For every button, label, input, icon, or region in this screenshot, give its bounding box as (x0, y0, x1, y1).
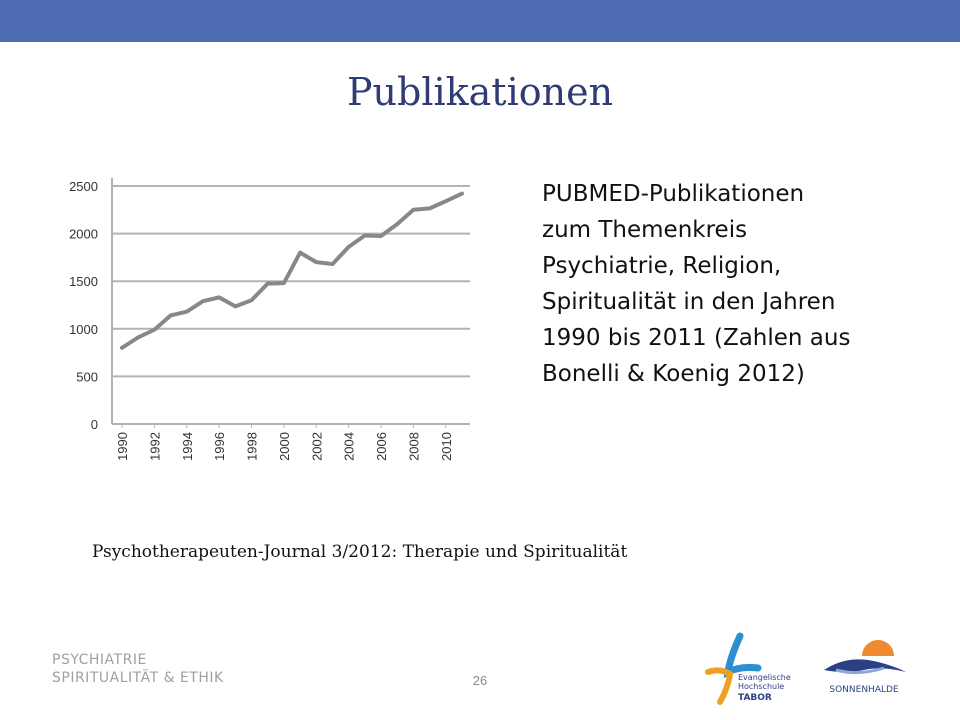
data-point (395, 222, 399, 226)
series-line (120, 191, 464, 350)
footer-brand-line: SPIRITUALITÄT & ETHIK (52, 670, 224, 686)
footer-brand-line: PSYCHIATRIE (52, 652, 147, 668)
chart-description: PUBMED-Publikationen zum Themenkreis Psy… (542, 176, 902, 392)
y-tick-label: 1000 (69, 322, 98, 337)
description-line: Spiritualität in den Jahren (542, 289, 836, 315)
data-point (120, 346, 124, 350)
data-point (330, 262, 335, 266)
description-line: Bonelli & Koenig 2012) (542, 361, 805, 387)
description-line: Psychiatrie, Religion, (542, 253, 782, 279)
sonnenhalde-logo-wave-light (835, 666, 885, 675)
x-tick-label: 1994 (180, 432, 195, 461)
y-tick-label: 500 (76, 369, 98, 384)
data-point (379, 234, 383, 238)
tabor-logo-text: Evangelische (738, 673, 791, 682)
data-point (347, 245, 351, 249)
footer-brand: PSYCHIATRIE SPIRITUALITÄT & ETHIK (52, 651, 224, 687)
data-point (363, 233, 367, 238)
sonnenhalde-logo-sun (862, 640, 894, 656)
x-tick-label: 1992 (147, 432, 162, 461)
x-tick-label: 2010 (439, 432, 454, 461)
source-citation: Psychotherapeuten-Journal 3/2012: Therap… (92, 542, 628, 562)
tabor-logo-text: TABOR (738, 693, 772, 703)
tabor-logo-text: Hochschule (738, 682, 784, 691)
tabor-logo: Evangelische Hochschule TABOR (705, 632, 791, 705)
x-tick-label: 2002 (309, 432, 324, 461)
data-point (136, 335, 140, 339)
data-point (152, 328, 156, 332)
publications-line-chart: 0 500 1000 1500 2000 2500 1990 1992 1994 1996 1998… (69, 178, 470, 461)
data-point (185, 310, 189, 314)
x-tick-label: 2006 (374, 432, 389, 461)
description-line: 1990 bis 2011 (Zahlen aus (542, 325, 851, 351)
data-point (428, 206, 432, 210)
tabor-logo-stroke-blue (723, 632, 762, 679)
x-tick-label: 2004 (342, 432, 357, 461)
y-tick-label: 2500 (69, 179, 98, 194)
data-point (314, 260, 318, 264)
data-point (249, 298, 254, 302)
data-point (266, 281, 270, 286)
y-tick-label: 1500 (69, 274, 98, 289)
data-point (201, 299, 205, 303)
data-point (168, 313, 173, 318)
sonnenhalde-logo-wave (824, 659, 906, 672)
data-point (460, 192, 464, 196)
data-point (282, 281, 286, 285)
data-point (233, 304, 237, 309)
top-accent-bar (0, 0, 960, 42)
data-point (444, 199, 448, 203)
sonnenhalde-logo: SONNENHALDE (824, 640, 906, 695)
tabor-logo-stroke-orange (705, 667, 734, 705)
data-point (298, 251, 302, 255)
x-tick-label: 2000 (277, 432, 292, 461)
x-tick-label: 1996 (212, 432, 227, 461)
page-number: 26 (472, 673, 488, 688)
sonnenhalde-logo-text: SONNENHALDE (829, 685, 899, 695)
description-line: zum Themenkreis (542, 217, 748, 243)
description-line: PUBMED-Publikationen (542, 181, 805, 207)
slide-title: Publikationen (346, 70, 614, 114)
x-tick-label: 1990 (115, 432, 130, 461)
x-tick-label: 2008 (406, 432, 421, 461)
data-point (217, 295, 221, 299)
x-tick-label: 1998 (245, 432, 260, 461)
data-point (411, 208, 416, 212)
y-tick-label: 0 (91, 417, 98, 432)
y-tick-label: 2000 (69, 227, 98, 242)
